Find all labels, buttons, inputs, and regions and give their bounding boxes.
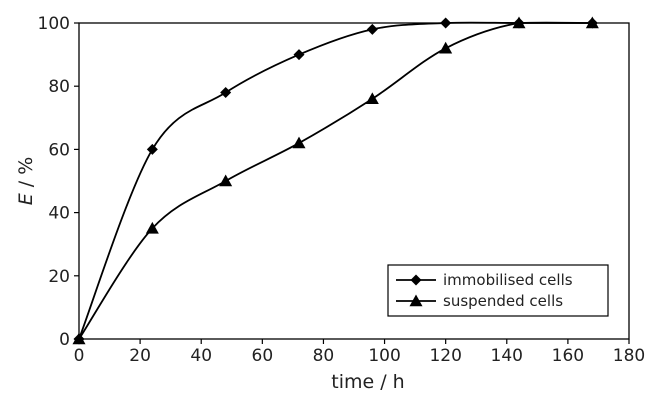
- data-point: [440, 18, 451, 29]
- x-tick-label: 0: [74, 346, 85, 366]
- x-tick-label: 140: [491, 346, 523, 366]
- data-point: [367, 24, 378, 35]
- data-point: [439, 42, 452, 54]
- data-point: [293, 137, 306, 149]
- y-axis-title: E / %: [15, 157, 37, 206]
- y-tick-label: 40: [48, 204, 70, 224]
- data-point: [220, 87, 231, 98]
- x-tick-label: 40: [190, 346, 212, 366]
- x-tick-label: 80: [313, 346, 335, 366]
- y-tick-label: 20: [48, 267, 70, 287]
- legend: immobilised cells suspended cells: [388, 265, 608, 316]
- legend-label: immobilised cells: [443, 271, 573, 289]
- data-point: [366, 92, 379, 104]
- data-point: [147, 144, 158, 155]
- x-tick-label: 160: [552, 346, 584, 366]
- data-point: [219, 175, 232, 187]
- data-point: [294, 49, 305, 60]
- y-axis-title-unit: / %: [15, 157, 37, 194]
- y-axis-title-symbol: E: [15, 193, 37, 205]
- x-tick-label: 60: [252, 346, 274, 366]
- y-tick-label: 60: [48, 140, 70, 160]
- x-tick-label: 20: [129, 346, 151, 366]
- x-tick-label: 100: [368, 346, 400, 366]
- x-axis-title: time / h: [331, 371, 404, 393]
- x-tick-label: 120: [429, 346, 461, 366]
- y-tick-label: 80: [48, 77, 70, 97]
- y-tick-label: 0: [59, 330, 70, 350]
- legend-label: suspended cells: [443, 292, 563, 310]
- y-tick-label: 100: [38, 14, 70, 34]
- x-tick-label: 180: [613, 346, 645, 366]
